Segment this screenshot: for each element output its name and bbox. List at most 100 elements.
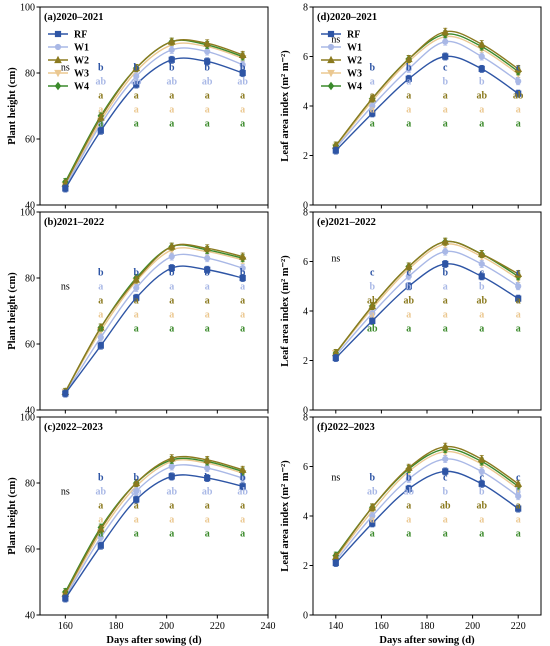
significance-letter: b	[133, 267, 139, 278]
legend: RF W1 W2 W3 W4	[48, 30, 89, 93]
x-tick-label: 200	[159, 621, 174, 632]
data-point	[239, 61, 246, 68]
significance-letter: ab	[131, 76, 142, 87]
data-point	[515, 505, 522, 512]
significance-letter: a	[370, 90, 375, 101]
panel-title: (a)2020–2021	[44, 12, 104, 23]
significance-letter: ab	[440, 500, 451, 511]
significance-letter: a	[169, 309, 174, 320]
significance-letter: a	[98, 514, 103, 525]
panel-e: 0 2 4 6 8 Leaf area index (m² m⁻²) (e)2021–202…	[280, 208, 542, 417]
x-tick-label: 200	[465, 621, 480, 632]
ns-label: ns	[61, 281, 70, 292]
y-tick-label: 40	[25, 611, 35, 622]
significance-letter: a	[169, 90, 174, 101]
data-point	[477, 39, 486, 48]
data-point	[442, 38, 449, 45]
series-line	[64, 247, 243, 393]
data-point	[442, 248, 449, 255]
significance-letter: a	[240, 90, 245, 101]
data-point	[238, 50, 247, 58]
significance-letter: a	[134, 528, 139, 539]
significance-letter: a	[443, 528, 448, 539]
significance-letter: a	[134, 104, 139, 115]
data-point	[478, 260, 485, 268]
x-tick-label: 140	[328, 621, 343, 632]
significance-letter: ab	[96, 486, 107, 497]
significance-letter: b	[204, 472, 210, 483]
significance-letter: a	[240, 500, 245, 511]
series-W4	[62, 242, 246, 397]
significance-letter: b	[169, 267, 175, 278]
series-line	[64, 39, 243, 183]
significance-letter: a	[516, 514, 521, 525]
series-line	[64, 265, 243, 394]
significance-letter: a	[443, 514, 448, 525]
data-point	[133, 488, 140, 495]
significance-letter: b	[442, 76, 448, 87]
significance-letter: a	[370, 500, 375, 511]
significance-letter: a	[240, 309, 245, 320]
significance-letter: a	[98, 118, 103, 129]
series-line	[64, 253, 243, 394]
significance-letter: a	[479, 323, 484, 334]
significance-letter: b	[98, 472, 104, 483]
data-point	[369, 317, 376, 324]
significance-letter: b	[169, 62, 175, 73]
significance-letter: a	[240, 514, 245, 525]
significance-letter: a	[479, 514, 484, 525]
data-point	[405, 283, 412, 290]
data-point	[515, 493, 522, 500]
series-W1	[62, 46, 246, 191]
significance-letter: ab	[367, 486, 378, 497]
significance-letter: ab	[237, 76, 248, 87]
significance-letter: a	[479, 309, 484, 320]
significance-letter: b	[169, 472, 175, 483]
y-tick-label: 6	[303, 52, 308, 63]
legend-label: W4	[74, 82, 89, 93]
plot-frame	[39, 416, 269, 616]
legend-label: W4	[347, 82, 362, 93]
panel-title: (d)2020–2021	[317, 12, 377, 23]
series-line	[335, 445, 519, 558]
series-W3	[61, 41, 247, 190]
ns-label: ns	[61, 486, 70, 497]
data-point	[405, 65, 412, 72]
series-W1	[332, 455, 522, 565]
x-axis-title: Days after sowing (d)	[106, 635, 202, 646]
data-point	[478, 468, 485, 475]
significance-letter: a	[406, 104, 411, 115]
series-line	[335, 55, 519, 152]
data-point	[238, 252, 247, 260]
significance-letter: a	[205, 295, 210, 306]
data-point	[405, 273, 412, 280]
significance-letter: a	[98, 104, 103, 115]
series-RF	[332, 467, 522, 567]
significance-letter: b	[442, 267, 448, 278]
panel-title: (f)2022–2023	[317, 422, 375, 433]
y-tick-label: 0	[303, 611, 308, 622]
y-axis-title: Plant height (cm)	[7, 272, 18, 350]
significance-letter: a	[406, 76, 411, 87]
data-point	[442, 455, 449, 463]
data-point	[239, 265, 246, 272]
significance-letter: a	[134, 295, 139, 306]
series-RF	[62, 472, 246, 603]
legend-label: W3	[347, 69, 362, 80]
ns-label: ns	[331, 34, 340, 45]
y-tick-label: 80	[25, 274, 35, 285]
series-line	[335, 40, 519, 149]
data-point	[132, 275, 141, 283]
data-point	[478, 273, 485, 280]
significance-letter: c	[516, 62, 521, 73]
significance-letter: c	[479, 62, 484, 73]
y-tick-label: 8	[303, 208, 308, 219]
significance-letter: ab	[476, 295, 487, 306]
series-W2	[61, 242, 247, 396]
legend-label: W1	[74, 43, 89, 54]
significance-letter: a	[479, 528, 484, 539]
data-point	[515, 90, 522, 97]
y-axis-title: Plant height (cm)	[7, 67, 18, 145]
legend-label: W3	[74, 69, 89, 80]
data-point	[133, 81, 140, 88]
